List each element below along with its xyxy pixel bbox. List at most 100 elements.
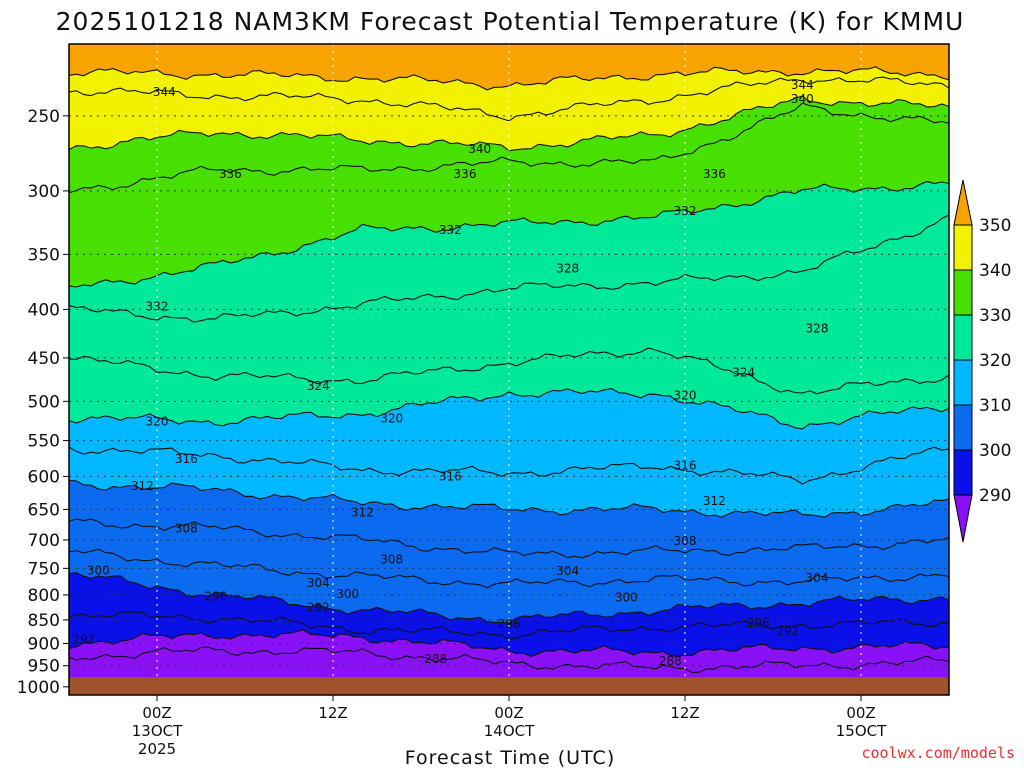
contour-label: 328: [806, 322, 829, 336]
x-tick-label: 12Z: [318, 704, 347, 722]
contour-label: 340: [468, 142, 491, 156]
isentrope-316: [69, 446, 949, 485]
contour-label: 324: [732, 365, 755, 379]
contour-label: 288: [659, 654, 682, 668]
colorbar-segment: [953, 314, 973, 361]
contour-label: 336: [219, 167, 242, 181]
y-tick-label: 950: [28, 657, 60, 677]
y-tick-label: 500: [28, 392, 60, 412]
y-tick-label: 700: [28, 531, 60, 551]
contour-label: 328: [556, 261, 579, 275]
y-axis: 250 300 350 400 450 500 550 600 650 700 750 800 850 9…: [17, 107, 69, 698]
y-tick-label: 450: [28, 349, 60, 369]
y-tick-label: 900: [28, 634, 60, 654]
colorbar-label: 290: [979, 486, 1011, 506]
band-fill-308: [69, 480, 949, 558]
contour-label: 320: [674, 389, 697, 403]
contour-label: 300: [87, 564, 110, 578]
isentrope-344: [69, 76, 949, 122]
y-tick-label: 800: [28, 586, 60, 606]
colorbar-top-triangle: [953, 179, 973, 226]
y-tick-label: 250: [28, 107, 60, 127]
colorbar-bottom-triangle: [953, 494, 973, 543]
colorbar-segment: [953, 359, 973, 406]
colorbar-segment: [953, 404, 973, 451]
isentrope-300: [69, 572, 949, 625]
y-tick-label: 650: [28, 500, 60, 520]
contour-label: 344: [791, 78, 814, 92]
contour-label: 316: [674, 458, 697, 472]
x-tick-date: 14OCT: [484, 722, 535, 740]
isentrope-304: [69, 548, 949, 589]
contour-label: 308: [380, 552, 403, 566]
contour-label: 296: [498, 617, 521, 631]
colorbar-label: 340: [979, 261, 1011, 281]
y-tick-label: 550: [28, 432, 60, 452]
contour-label: 296: [747, 616, 770, 630]
contour-label: 344: [153, 85, 176, 99]
x-tick-label: 00Z: [142, 704, 171, 722]
contour-label: 336: [454, 167, 477, 181]
y-tick-label: 600: [28, 467, 60, 487]
colorbar-label: 310: [979, 396, 1011, 416]
y-tick-label: 350: [28, 245, 60, 265]
contour-label: 316: [175, 452, 198, 466]
colorbar-segment: [953, 449, 973, 496]
band-fill-292: [69, 611, 949, 657]
contour-label: 312: [351, 506, 374, 520]
x-tick-date: 15OCT: [836, 722, 887, 740]
band-fill-332: [69, 103, 949, 287]
contour-label: 288: [424, 652, 447, 666]
band-fill-300: [69, 549, 949, 624]
contour-label: 316: [439, 469, 462, 483]
x-tick-label: 00Z: [846, 704, 875, 722]
contour-label: 300: [615, 590, 638, 604]
contour-label: 308: [674, 534, 697, 548]
contour-label: 332: [674, 204, 697, 218]
contour-label: 296: [204, 589, 227, 603]
contour-label: 324: [307, 379, 330, 393]
colorbar-segment: [953, 224, 973, 271]
contour-label: 292: [307, 601, 330, 615]
isentrope-308: [69, 518, 949, 559]
contour-label: 292: [72, 632, 95, 646]
ground-surface: [69, 677, 949, 695]
contour-label: 304: [556, 564, 579, 578]
x-tick-label: 00Z: [494, 704, 523, 722]
colorbar-label: 300: [979, 441, 1011, 461]
band-fill-304: [69, 519, 949, 588]
isentrope-324: [69, 347, 949, 395]
x-axis-label: Forecast Time (UTC): [405, 747, 615, 768]
contour-label: 300: [336, 587, 359, 601]
colorbar-segment: [953, 269, 973, 316]
contour-label: 336: [703, 167, 726, 181]
contour-label: 332: [439, 223, 462, 237]
contour-label: 340: [791, 92, 814, 106]
x-tick-date: 13OCT: [132, 722, 183, 740]
contour-label: 308: [175, 522, 198, 536]
y-tick-label: 1000: [17, 678, 60, 698]
contour-label: 304: [806, 571, 829, 585]
y-tick-label: 300: [28, 182, 60, 202]
band-fill-296: [69, 572, 949, 640]
contour-label: 312: [703, 494, 726, 508]
isentrope-312: [69, 479, 949, 518]
watermark-text: coolwx.com/models: [861, 744, 1015, 762]
y-tick-label: 850: [28, 611, 60, 631]
contour-label: 292: [776, 624, 799, 638]
contour-label: 320: [146, 414, 169, 428]
isentrope-320: [69, 388, 949, 430]
colorbar: 350 340 330 320 310 300 290: [953, 179, 1011, 543]
colorbar-label: 350: [979, 216, 1011, 236]
colorbar-label: 320: [979, 351, 1011, 371]
y-tick-label: 400: [28, 300, 60, 320]
contour-label: 320: [380, 411, 403, 425]
band-fill-340: [69, 77, 949, 151]
contour-label: 304: [307, 576, 330, 590]
colorbar-label: 330: [979, 306, 1011, 326]
isentrope-328: [69, 214, 949, 323]
